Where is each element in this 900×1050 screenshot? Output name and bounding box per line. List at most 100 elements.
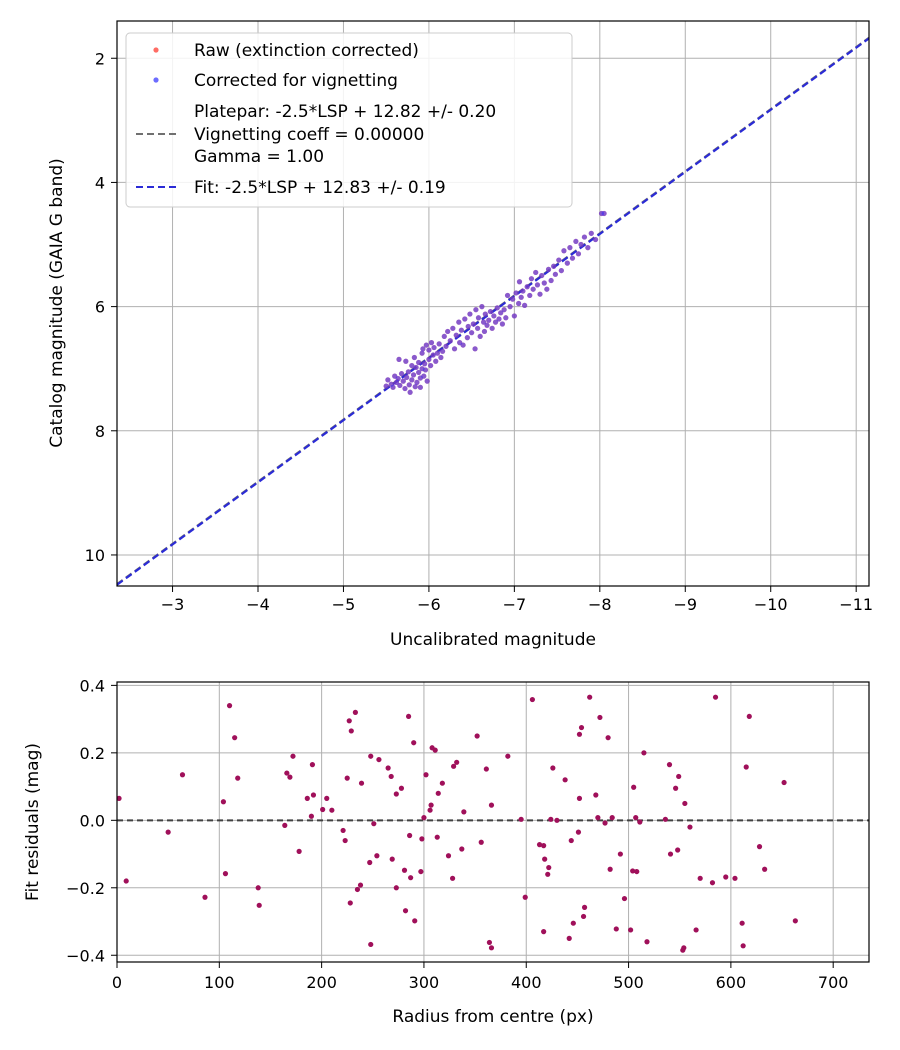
residual-data-point	[483, 766, 489, 772]
corrected-data-point	[413, 364, 419, 371]
corrected-data-point	[479, 304, 485, 310]
corrected-data-point	[443, 343, 449, 349]
residual-data-point	[602, 820, 608, 826]
corrected-data-point	[573, 238, 579, 245]
residual-data-point	[542, 856, 548, 862]
corrected-data-point	[501, 307, 507, 313]
corrected-data-point	[458, 327, 464, 333]
bottom-y-tick-label: −0.2	[66, 879, 105, 898]
legend: Raw (extinction corrected) Corrected for…	[125, 32, 573, 208]
bottom-scatter-points	[116, 694, 798, 953]
corrected-data-point	[416, 369, 422, 376]
residual-data-point	[354, 886, 361, 893]
top-y-tick-label: 4	[95, 173, 105, 192]
corrected-data-point	[481, 328, 488, 335]
top-x-tick-label: −9	[673, 595, 697, 614]
residual-data-point	[529, 696, 535, 703]
corrected-data-point	[601, 210, 607, 217]
corrected-data-point	[513, 290, 519, 296]
corrected-data-point	[518, 294, 524, 300]
corrected-data-point	[544, 286, 550, 292]
bottom-y-tick-label: 0.4	[80, 676, 105, 695]
bottom-x-tick-label: 300	[409, 973, 440, 992]
residual-data-point	[576, 795, 583, 801]
residual-data-point	[461, 809, 467, 815]
bottom-plot-area	[117, 682, 869, 962]
top-y-tick-label: 6	[95, 298, 105, 317]
corrected-data-point	[426, 356, 432, 362]
corrected-data-point	[494, 305, 500, 311]
corrected-data-point	[548, 277, 554, 284]
residual-data-point	[634, 868, 640, 875]
top-plot-frame	[116, 20, 870, 587]
residual-data-point	[451, 763, 457, 769]
corrected-data-point	[527, 292, 533, 299]
corrected-data-point	[585, 245, 591, 251]
corrected-data-point	[537, 291, 543, 297]
bottom-x-tick-label: 700	[818, 973, 849, 992]
corrected-data-point	[456, 319, 462, 325]
residual-data-point	[518, 816, 524, 822]
residual-data-point	[329, 807, 335, 813]
corrected-data-point	[403, 358, 409, 364]
corrected-data-point	[482, 311, 488, 317]
legend-raw-label: Raw (extinction corrected)	[194, 41, 419, 61]
residual-data-point	[116, 795, 122, 801]
residual-data-point	[576, 731, 583, 737]
residual-data-point	[427, 807, 433, 813]
corrected-data-point	[451, 346, 458, 352]
corrected-data-point	[473, 307, 479, 313]
bottom-gridlines	[116, 682, 869, 962]
residual-data-point	[418, 868, 424, 875]
residual-data-point	[347, 900, 353, 906]
residual-data-point	[401, 867, 408, 873]
corrected-data-point	[558, 267, 564, 274]
corrected-data-point	[492, 319, 499, 325]
corrected-data-point	[400, 378, 406, 384]
residual-data-point	[792, 918, 798, 924]
bottom-y-tick-label: 0.2	[80, 744, 105, 763]
residual-data-point	[405, 713, 412, 720]
corrected-data-point	[477, 333, 483, 340]
residual-data-point	[613, 926, 619, 932]
corrected-data-point	[522, 302, 528, 308]
corrected-data-point	[450, 325, 456, 331]
corrected-data-point	[424, 378, 430, 384]
bottom-x-axis-label: Radius from centre (px)	[392, 1007, 593, 1027]
residual-data-point	[682, 800, 688, 807]
corrected-data-point	[447, 338, 453, 344]
residual-data-point	[389, 856, 395, 862]
residual-data-point	[412, 918, 418, 924]
corrected-data-point	[404, 374, 410, 380]
residual-data-point	[226, 703, 233, 709]
corrected-data-point	[470, 321, 476, 327]
residual-data-point	[123, 878, 129, 884]
top-x-tick-label: −7	[503, 595, 527, 614]
residual-data-point	[676, 773, 682, 780]
residual-data-point	[562, 777, 568, 783]
corrected-data-point	[481, 319, 487, 325]
residual-data-point	[723, 874, 729, 880]
corrected-data-point	[499, 321, 505, 327]
bottom-plot-frame	[116, 681, 870, 963]
corrected-data-point	[412, 384, 418, 390]
top-x-tick-label: −6	[417, 595, 441, 614]
residual-data-point	[595, 815, 601, 821]
corrected-data-point	[475, 325, 481, 331]
residual-data-point	[566, 935, 572, 941]
corrected-data-point	[431, 344, 437, 351]
residual-data-point	[546, 864, 552, 871]
top-plot: −3 −4 −5 −6 −7 −8 −9 −10 −11 2 4 6 8 10 Raw (extincti…	[47, 20, 873, 650]
residual-data-point	[488, 945, 495, 951]
residual-data-point	[445, 853, 452, 859]
corrected-data-point	[398, 371, 405, 377]
residual-data-point	[255, 885, 261, 891]
residual-data-point	[348, 728, 354, 734]
corrected-data-point	[409, 362, 415, 369]
corrected-data-point	[524, 284, 530, 290]
corrected-data-point	[496, 316, 502, 322]
top-x-tick-label: −4	[246, 595, 270, 614]
corrected-data-point	[486, 317, 492, 323]
top-x-tick-label: −5	[332, 595, 356, 614]
corrected-data-point	[561, 248, 567, 254]
